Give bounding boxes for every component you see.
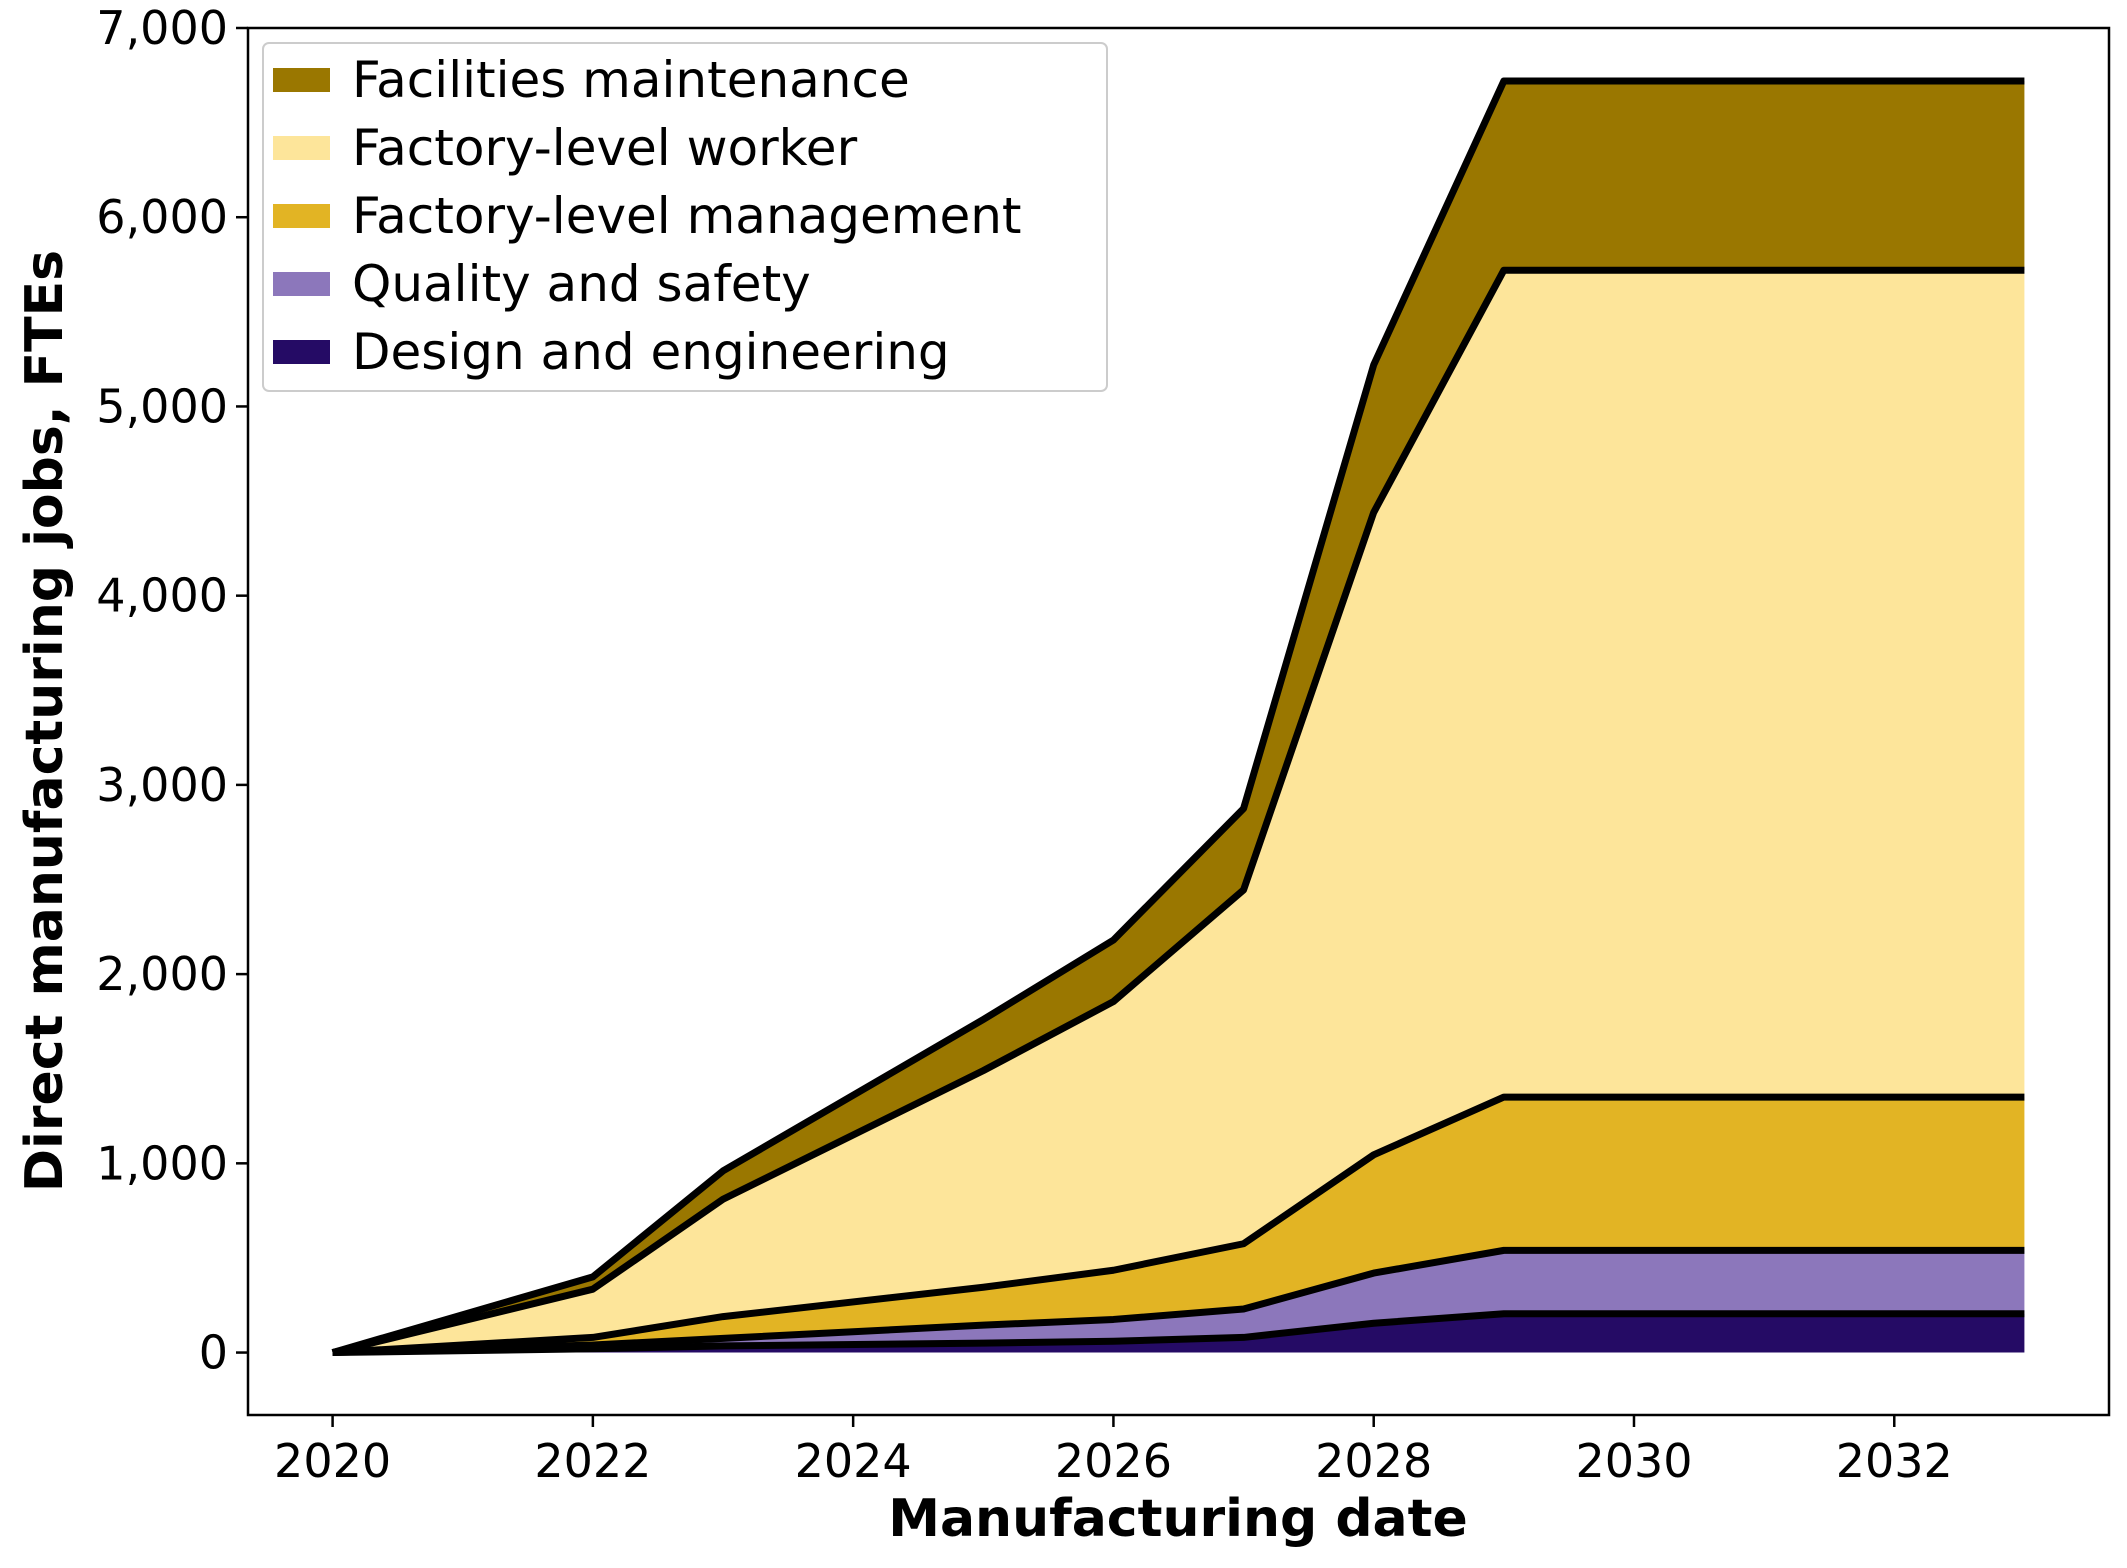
line-quality-and-safety <box>332 1246 2025 1357</box>
y-tick-label: 0 <box>199 1326 228 1380</box>
y-tick-label: 1,000 <box>96 1136 228 1190</box>
y-tick-label: 7,000 <box>96 1 228 55</box>
x-tick-label: 2030 <box>1575 1434 1692 1488</box>
legend-swatch-quality-and-safety <box>273 272 330 296</box>
legend-swatch-design-and-engineering <box>273 340 330 364</box>
area-facilities-maintenance <box>332 80 2025 1353</box>
area-design-and-engineering <box>332 1313 2025 1353</box>
legend-swatch-factory-level-management <box>273 204 330 228</box>
x-tick-label: 2026 <box>1055 1434 1172 1488</box>
legend: Facilities maintenance Factory-level work… <box>262 42 1108 392</box>
area-quality-and-safety <box>332 1250 2025 1353</box>
x-tick-label: 2022 <box>534 1434 651 1488</box>
boundary-lines <box>331 77 2025 1357</box>
x-tick-label: 2020 <box>274 1434 391 1488</box>
legend-swatch-facilities-maintenance <box>273 68 330 92</box>
line-design-and-engineering <box>332 1310 2025 1357</box>
x-tick-label: 2024 <box>795 1434 912 1488</box>
area-layers <box>332 80 2025 1353</box>
legend-swatch-factory-level-worker <box>273 136 330 160</box>
y-axis-title: Direct manufacturing jobs, FTEs <box>15 250 75 1192</box>
legend-label-facilities-maintenance: Facilities maintenance <box>352 51 910 109</box>
y-axis-ticks: 0 1,000 2,000 3,000 4,000 5,000 6,000 7,000 <box>96 1 248 1380</box>
plot-frame <box>246 26 2111 1417</box>
y-tick-label: 5,000 <box>96 379 228 433</box>
x-tick-label: 2032 <box>1836 1434 1953 1488</box>
y-tick-label: 4,000 <box>96 569 228 623</box>
legend-frame <box>262 42 1108 392</box>
x-axis-ticks: 2020 2022 2024 2026 2028 2030 2032 <box>274 1415 1953 1488</box>
line-factory-level-worker <box>331 266 2025 1356</box>
area-factory-level-worker <box>332 270 2025 1353</box>
y-tick-label: 2,000 <box>96 947 228 1001</box>
legend-label-factory-level-management: Factory-level management <box>352 187 1022 245</box>
x-tick-label: 2028 <box>1315 1434 1432 1488</box>
legend-label-quality-and-safety: Quality and safety <box>352 255 811 313</box>
line-facilities-maintenance <box>331 77 2025 1356</box>
area-factory-level-management <box>332 1097 2025 1353</box>
y-tick-label: 3,000 <box>96 758 228 812</box>
legend-label-design-and-engineering: Design and engineering <box>352 323 950 381</box>
legend-label-factory-level-worker: Factory-level worker <box>352 119 858 177</box>
line-factory-level-management <box>332 1093 2025 1357</box>
y-tick-label: 6,000 <box>96 190 228 244</box>
x-axis-title: Manufacturing date <box>888 1489 1468 1549</box>
